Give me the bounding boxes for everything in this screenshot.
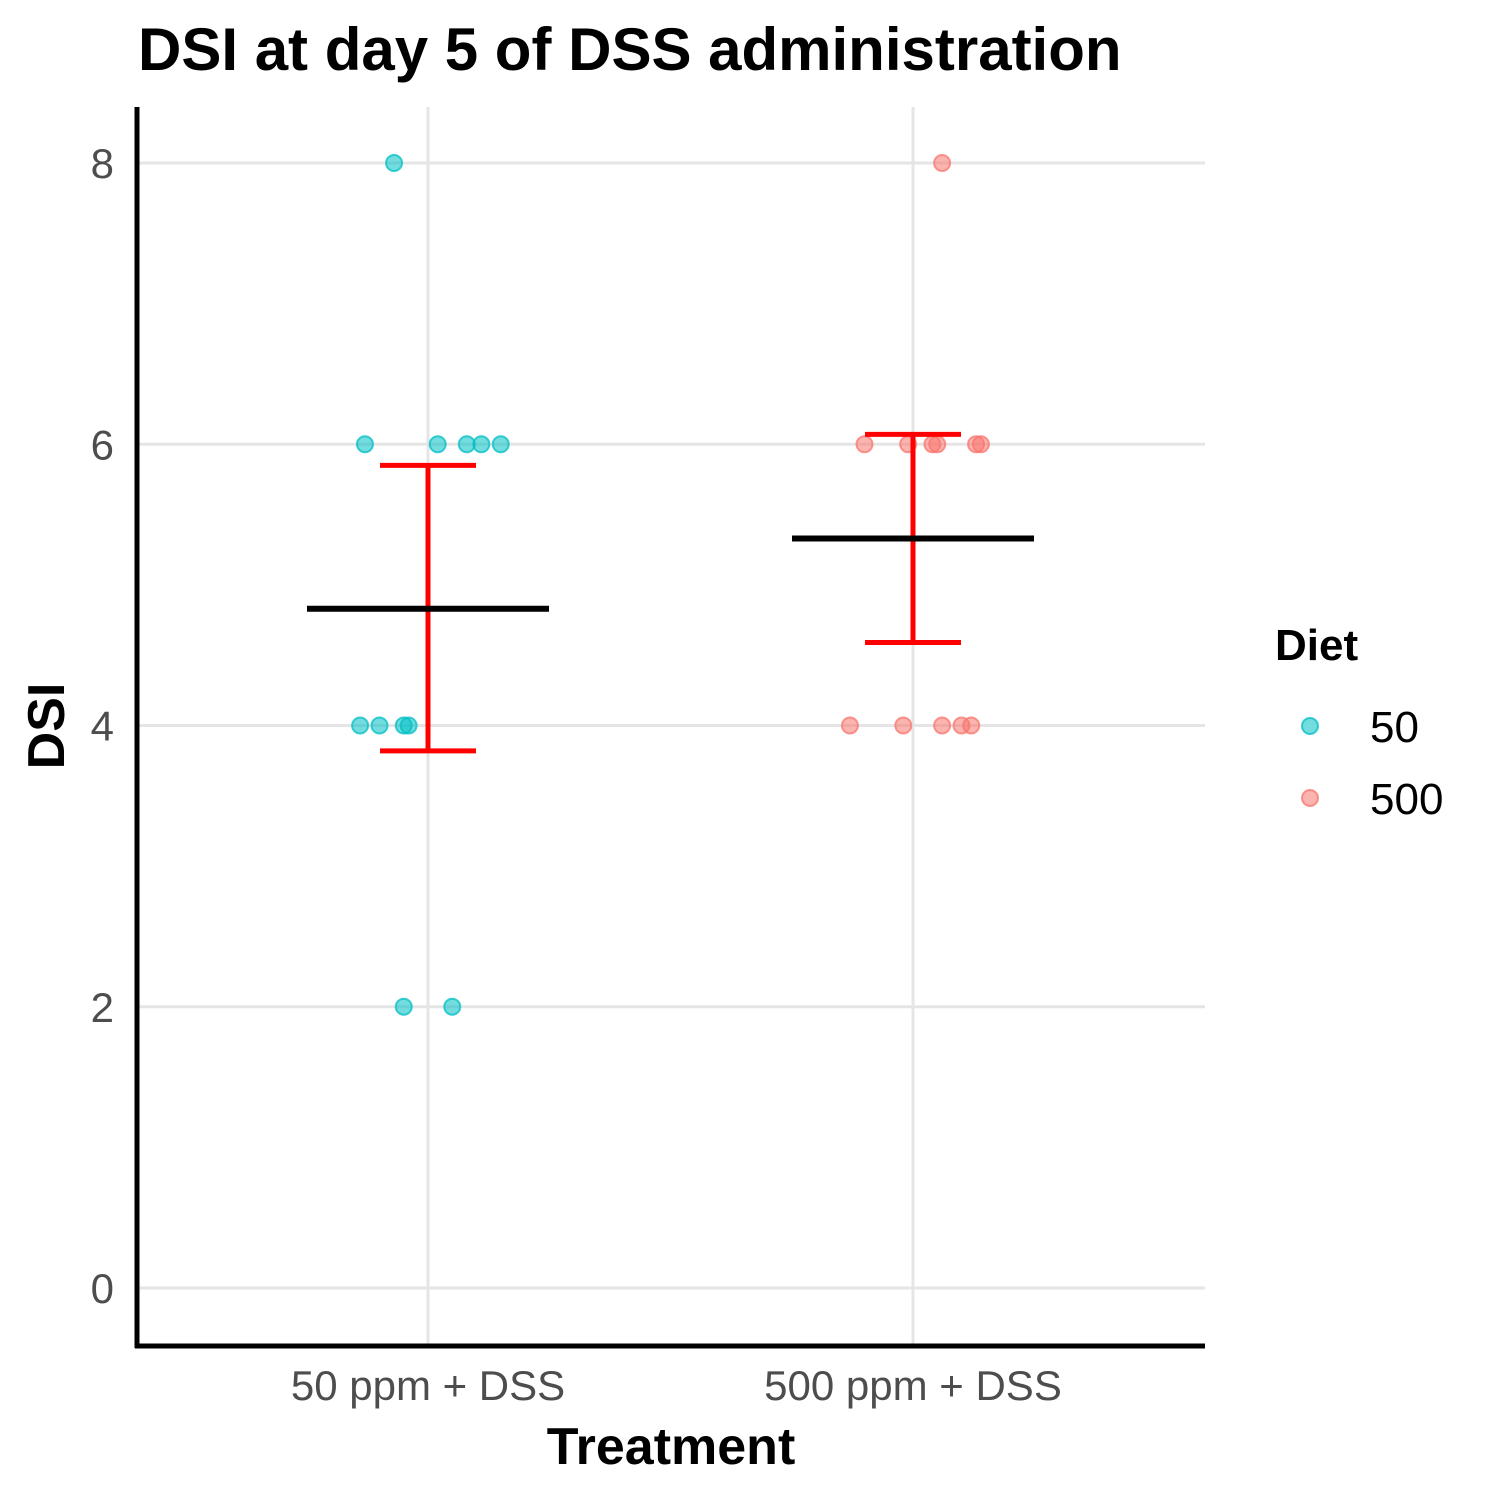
data-points: [351, 154, 990, 1016]
data-point: [351, 716, 370, 735]
gridlines: [137, 107, 1205, 1346]
legend-key: [1301, 789, 1319, 807]
legend-key: [1301, 717, 1319, 735]
data-point: [385, 154, 404, 172]
y-tick-label: 0: [91, 1265, 114, 1312]
y-tick-label: 8: [91, 140, 114, 187]
y-axis-ticks: 0 2 4 6 8: [91, 140, 114, 1312]
data-point: [933, 716, 952, 735]
legend-label: 50: [1370, 703, 1419, 752]
y-axis-title: DSI: [18, 683, 76, 770]
x-axis-ticks: 50 ppm + DSS 500 ppm + DSS: [291, 1362, 1062, 1409]
data-point: [472, 435, 491, 454]
legend-title: Diet: [1275, 621, 1358, 670]
y-tick-label: 2: [91, 984, 114, 1031]
data-point: [971, 435, 990, 454]
x-axis-title: Treatment: [547, 1418, 796, 1476]
data-point: [355, 435, 374, 454]
data-point: [933, 154, 952, 172]
x-tick-label: 50 ppm + DSS: [291, 1362, 565, 1409]
data-point: [855, 435, 874, 454]
data-point: [840, 716, 859, 735]
data-point: [491, 435, 510, 454]
data-point: [928, 435, 947, 454]
data-point: [428, 435, 447, 454]
data-point: [370, 716, 389, 735]
data-point: [394, 997, 413, 1016]
data-point: [443, 997, 462, 1016]
legend: Diet 50 500: [1275, 621, 1443, 824]
data-point: [894, 716, 913, 735]
x-tick-label: 500 ppm + DSS: [764, 1362, 1062, 1409]
y-tick-label: 4: [91, 703, 114, 750]
chart-title: DSI at day 5 of DSS administration: [138, 16, 1122, 83]
data-point: [962, 716, 981, 735]
data-point: [399, 716, 418, 735]
y-tick-label: 6: [91, 421, 114, 468]
summary-bars: [307, 431, 1034, 754]
legend-label: 500: [1370, 775, 1443, 824]
